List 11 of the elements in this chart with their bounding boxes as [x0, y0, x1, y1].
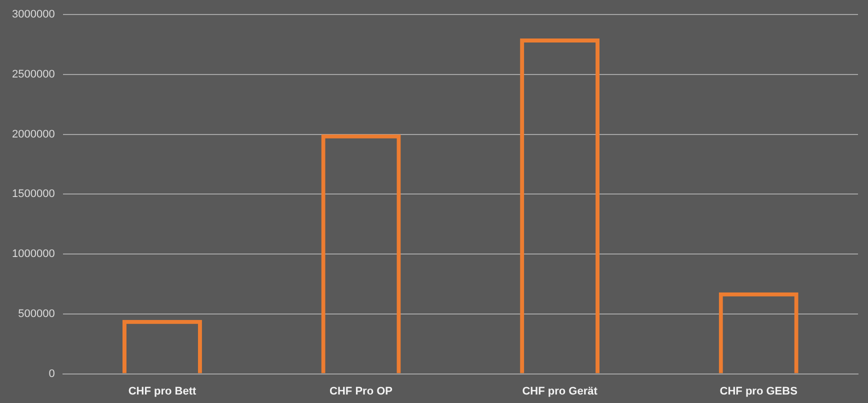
y-tick-label: 500000 — [18, 308, 55, 320]
y-tick-label: 2500000 — [12, 68, 55, 80]
y-tick-label: 3000000 — [12, 8, 55, 21]
y-tick-label: 1000000 — [12, 248, 55, 260]
x-tick-label: CHF pro GEBS — [720, 385, 798, 398]
y-tick-label: 1500000 — [12, 188, 55, 200]
y-tick-label: 0 — [48, 368, 55, 380]
x-tick-label: CHF pro Bett — [128, 385, 196, 398]
x-tick-label: CHF Pro OP — [330, 385, 392, 398]
y-tick-label: 2000000 — [12, 128, 55, 140]
x-tick-label: CHF pro Gerät — [522, 385, 598, 398]
